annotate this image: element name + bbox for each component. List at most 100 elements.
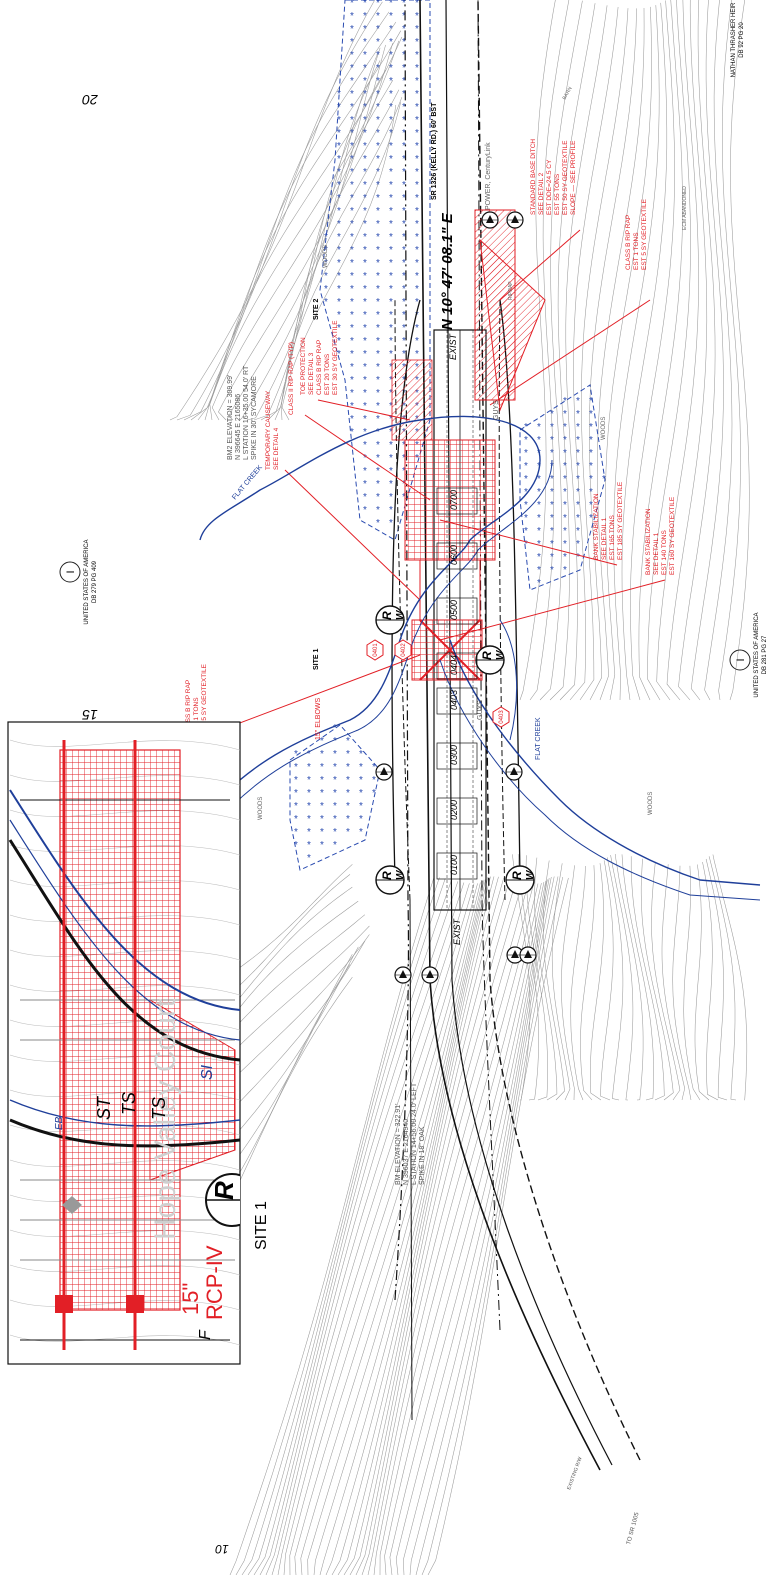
station-0403: 0403 <box>449 690 459 710</box>
svg-text:*: * <box>372 762 376 773</box>
svg-text:*: * <box>376 115 380 126</box>
svg-text:*: * <box>537 513 541 524</box>
svg-text:*: * <box>350 37 354 48</box>
svg-text:*: * <box>363 193 367 204</box>
svg-text:*: * <box>376 154 380 165</box>
svg-text:N 396037 E 2164940: N 396037 E 2164940 <box>403 1119 410 1185</box>
svg-text:EST 160 SY GEOTEXTILE: EST 160 SY GEOTEXTILE <box>669 496 676 575</box>
svg-text:*: * <box>376 50 380 61</box>
svg-text:*: * <box>363 310 367 321</box>
svg-text:BM2 ELEVATION = 309.99': BM2 ELEVATION = 309.99' <box>227 375 234 460</box>
svg-text:*: * <box>415 193 419 204</box>
inset-mark-ts2: TS <box>149 1097 169 1120</box>
road-utility: POWER, CenturyLink <box>485 142 492 210</box>
svg-text:*: * <box>524 539 528 550</box>
svg-text:*: * <box>550 409 554 420</box>
svg-text:*: * <box>376 219 380 230</box>
creek-label-2: FLAT CREEK <box>535 717 542 760</box>
svg-text:0401: 0401 <box>373 643 379 657</box>
svg-text:UNITED STATES OF AMERICA: UNITED STATES OF AMERICA <box>754 612 760 697</box>
svg-text:*: * <box>350 50 354 61</box>
svg-text:*: * <box>537 539 541 550</box>
svg-text:*: * <box>376 245 380 256</box>
svg-text:*: * <box>376 0 380 9</box>
svg-text:*: * <box>294 801 298 812</box>
svg-text:*: * <box>576 513 580 524</box>
svg-text:*: * <box>537 552 541 563</box>
svg-text:*: * <box>415 37 419 48</box>
inset-mark-si: SI <box>199 1064 216 1080</box>
station-0600: 0600 <box>449 545 459 565</box>
svg-text:*: * <box>372 788 376 799</box>
svg-text:*: * <box>389 24 393 35</box>
svg-text:*: * <box>363 154 367 165</box>
svg-text:*: * <box>294 749 298 760</box>
svg-text:*: * <box>359 801 363 812</box>
svg-text:*: * <box>402 63 406 74</box>
svg-text:*: * <box>376 232 380 243</box>
svg-text:*: * <box>337 310 341 321</box>
svg-text:*: * <box>589 461 593 472</box>
svg-text:*: * <box>294 827 298 838</box>
svg-text:*: * <box>350 76 354 87</box>
svg-text:SEE DETAIL 3: SEE DETAIL 3 <box>308 352 315 395</box>
svg-text:*: * <box>350 310 354 321</box>
svg-text:*: * <box>363 336 367 347</box>
svg-text:*: * <box>333 762 337 773</box>
svg-text:EST 20 TONS: EST 20 TONS <box>324 353 331 395</box>
svg-text:SEE DETAIL 1: SEE DETAIL 1 <box>653 532 660 575</box>
svg-text:*: * <box>376 297 380 308</box>
svg-text:*: * <box>415 349 419 360</box>
svg-text:*: * <box>563 396 567 407</box>
svg-text:*: * <box>376 505 380 516</box>
svg-text:*: * <box>376 271 380 282</box>
svg-text:*: * <box>576 526 580 537</box>
svg-text:*: * <box>363 401 367 412</box>
svg-text:*: * <box>337 323 341 334</box>
proposed-work <box>199 209 666 739</box>
svg-text:*: * <box>337 336 341 347</box>
elbows-label: 15" ELBOWS <box>315 698 322 740</box>
svg-text:*: * <box>563 461 567 472</box>
svg-text:*: * <box>389 466 393 477</box>
svg-text:*: * <box>563 552 567 563</box>
benchmark-lower: BM ELEVATION = 322.91' N 396037 E 216494… <box>395 1082 426 1185</box>
svg-text:*: * <box>402 219 406 230</box>
inset-caption: SITE 1 <box>253 1201 270 1250</box>
svg-text:*: * <box>337 258 341 269</box>
road-stations: 0100 0200 0300 0403 0404 0500 0600 0700 <box>436 487 478 880</box>
svg-text:*: * <box>402 336 406 347</box>
svg-text:*: * <box>337 271 341 282</box>
svg-text:*: * <box>415 336 419 347</box>
svg-text:*: * <box>333 736 337 747</box>
svg-text:*: * <box>563 448 567 459</box>
svg-text:*: * <box>415 102 419 113</box>
svg-text:*: * <box>376 310 380 321</box>
inset-site-1: R W Hope Valley Court 15" RCP-IV ST TS T… <box>7 721 270 1365</box>
svg-text:*: * <box>350 89 354 100</box>
svg-text:*: * <box>563 487 567 498</box>
svg-text:*: * <box>363 271 367 282</box>
svg-text:*: * <box>389 11 393 22</box>
svg-text:R: R <box>380 871 394 880</box>
svg-text:N 396645 E 2165086: N 396645 E 2165086 <box>235 394 242 460</box>
svg-text:*: * <box>324 284 328 295</box>
svg-text:*: * <box>333 723 337 734</box>
svg-text:W: W <box>239 1179 261 1200</box>
svg-text:NATHAN THRASHER HEIR: NATHAN THRASHER HEIR <box>731 2 737 77</box>
inset-watermark: Hope Valley Court <box>149 998 182 1240</box>
svg-text:*: * <box>402 102 406 113</box>
svg-text:*: * <box>389 89 393 100</box>
svg-text:*: * <box>389 115 393 126</box>
svg-text:*: * <box>376 258 380 269</box>
svg-text:*: * <box>550 565 554 576</box>
svg-text:*: * <box>350 193 354 204</box>
svg-text:*: * <box>589 422 593 433</box>
svg-text:*: * <box>363 141 367 152</box>
svg-text:*: * <box>563 500 567 511</box>
svg-text:*: * <box>324 232 328 243</box>
svg-text:*: * <box>363 11 367 22</box>
svg-text:CLASS B RIP RAP: CLASS B RIP RAP <box>185 680 192 735</box>
svg-text:UNITED STATES OF AMERICA: UNITED STATES OF AMERICA <box>84 539 90 624</box>
svg-text:*: * <box>537 578 541 589</box>
